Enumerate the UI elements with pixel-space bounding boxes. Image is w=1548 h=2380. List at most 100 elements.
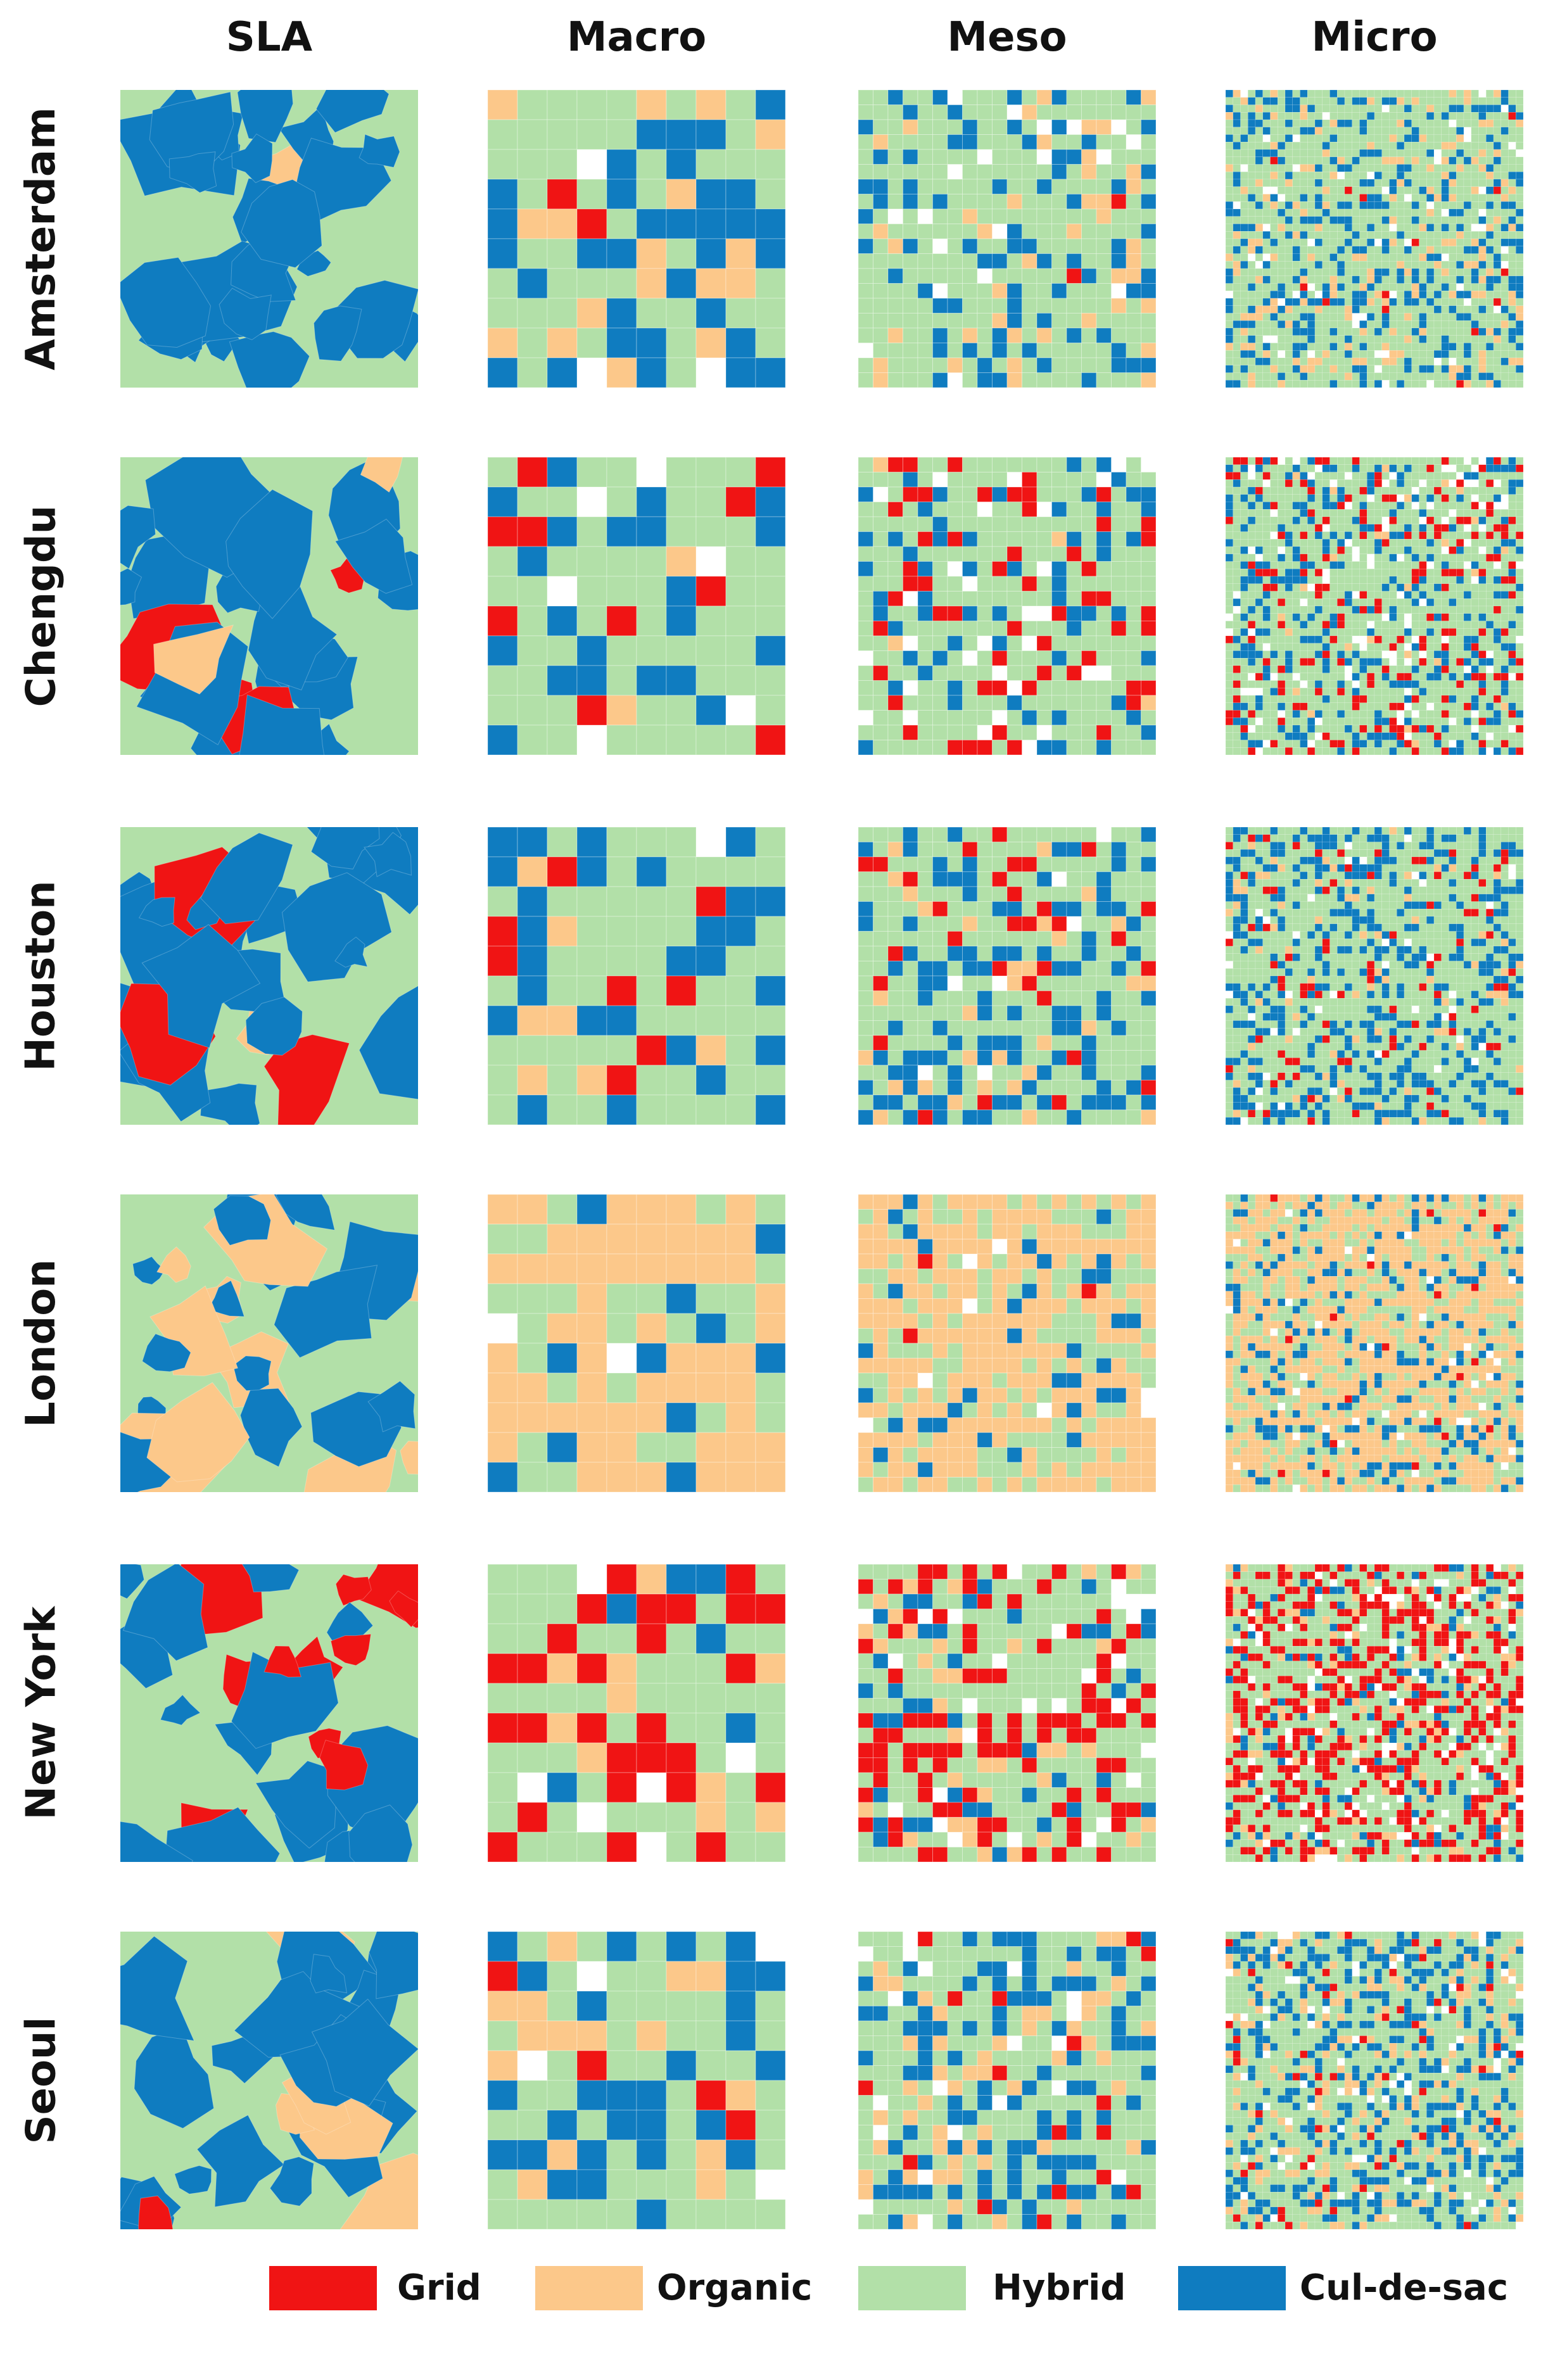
- cell-hybrid: [1262, 849, 1271, 858]
- cell-culdesac: [755, 486, 785, 517]
- cell-hybrid: [488, 149, 518, 180]
- cell-hybrid: [1433, 327, 1442, 336]
- cell-culdesac: [1255, 576, 1263, 584]
- cell-hybrid: [1456, 635, 1464, 643]
- cell-grid: [992, 725, 1008, 740]
- cell-hybrid: [1411, 827, 1419, 835]
- cell-hybrid: [517, 1035, 548, 1066]
- sla-region-culdesac: [200, 832, 293, 925]
- cell-hybrid: [1367, 688, 1375, 696]
- cell-organic: [1359, 283, 1367, 291]
- cell-culdesac: [1300, 90, 1308, 98]
- cell-hybrid: [1471, 149, 1479, 157]
- cell-hybrid: [1389, 688, 1397, 696]
- cell-hybrid: [1449, 327, 1457, 336]
- cell-hybrid: [917, 238, 933, 254]
- cell-hybrid: [1285, 457, 1293, 465]
- cell-hybrid: [1126, 725, 1141, 740]
- cell-hybrid: [992, 1080, 1008, 1096]
- cell-hybrid: [962, 149, 978, 165]
- cell-hybrid: [1352, 486, 1360, 495]
- cell-hybrid: [1352, 472, 1360, 480]
- cell-hybrid: [1389, 665, 1397, 673]
- cell-hybrid: [1344, 688, 1352, 696]
- cell-hybrid: [1486, 194, 1494, 202]
- cell-culdesac: [1022, 1080, 1037, 1096]
- cell-organic: [1471, 516, 1479, 524]
- cell-hybrid: [1397, 827, 1405, 835]
- cell-hybrid: [1111, 991, 1127, 1006]
- cell-grid: [917, 486, 933, 502]
- cell-culdesac: [1449, 104, 1457, 113]
- cell-hybrid: [873, 1020, 889, 1036]
- cell-hybrid: [1359, 702, 1367, 711]
- cell-hybrid: [1307, 275, 1316, 284]
- cell-hybrid: [1111, 827, 1127, 842]
- cell-hybrid: [1337, 142, 1345, 150]
- cell-hybrid: [1500, 650, 1509, 659]
- cell-culdesac: [1255, 90, 1263, 98]
- cell-hybrid: [695, 149, 726, 180]
- cell-hybrid: [1397, 149, 1405, 157]
- cell-culdesac: [666, 1035, 697, 1066]
- cell-hybrid: [1359, 628, 1367, 636]
- cell-hybrid: [1285, 546, 1293, 554]
- cell-culdesac: [636, 856, 667, 887]
- cell-hybrid: [1389, 343, 1397, 351]
- cell-hybrid: [992, 621, 1008, 636]
- cell-hybrid: [1367, 849, 1375, 858]
- cell-culdesac: [977, 1050, 993, 1066]
- cell-hybrid: [962, 516, 978, 532]
- cell-culdesac: [1081, 1094, 1097, 1110]
- cell-hybrid: [1329, 208, 1338, 217]
- cell-hybrid: [1285, 275, 1293, 284]
- cell-culdesac: [1367, 313, 1375, 321]
- cell-hybrid: [1419, 149, 1427, 157]
- cell-hybrid: [666, 238, 697, 269]
- cell-hybrid: [1322, 104, 1330, 113]
- cell-hybrid: [1389, 201, 1397, 210]
- cell-culdesac: [962, 134, 978, 150]
- cell-hybrid: [636, 886, 667, 917]
- cell-hybrid: [1322, 335, 1330, 343]
- cell-culdesac: [1359, 246, 1367, 254]
- cell-hybrid: [1226, 194, 1233, 202]
- cell-hybrid: [1329, 372, 1338, 381]
- cell-grid: [1337, 658, 1345, 666]
- cell-culdesac: [517, 546, 548, 577]
- cell-hybrid: [1426, 658, 1435, 666]
- cell-culdesac: [1081, 1050, 1097, 1066]
- cell-grid: [1255, 486, 1263, 495]
- cell-hybrid: [977, 298, 993, 313]
- cell-hybrid: [1374, 134, 1382, 142]
- cell-culdesac: [1255, 464, 1263, 472]
- cell-hybrid: [1449, 268, 1457, 276]
- cell-hybrid: [1036, 975, 1052, 991]
- cell-hybrid: [1456, 665, 1464, 673]
- cell-organic: [1141, 298, 1156, 313]
- cell-hybrid: [1478, 583, 1487, 592]
- cell-culdesac: [1096, 457, 1112, 472]
- cell-hybrid: [1433, 827, 1442, 835]
- cell-hybrid: [932, 502, 948, 517]
- cell-hybrid: [1508, 531, 1516, 540]
- cell-organic: [1352, 894, 1360, 902]
- cell-hybrid: [1262, 313, 1271, 321]
- cell-hybrid: [517, 149, 548, 180]
- cell-hybrid: [1381, 680, 1390, 688]
- cell-hybrid: [1285, 486, 1293, 495]
- cell-hybrid: [1314, 283, 1323, 291]
- cell-hybrid: [1292, 127, 1300, 135]
- cell-hybrid: [1441, 201, 1449, 210]
- cell-organic: [1285, 628, 1293, 636]
- cell-culdesac: [1096, 740, 1112, 755]
- cell-organic: [1307, 710, 1316, 718]
- cell-hybrid: [1006, 268, 1022, 284]
- cell-hybrid: [1292, 494, 1300, 502]
- cell-hybrid: [1081, 621, 1097, 636]
- cell-hybrid: [1111, 635, 1127, 651]
- cell-hybrid: [992, 502, 1008, 517]
- cell-culdesac: [1141, 725, 1156, 740]
- cell-hybrid: [1426, 486, 1435, 495]
- cell-hybrid: [1066, 298, 1082, 313]
